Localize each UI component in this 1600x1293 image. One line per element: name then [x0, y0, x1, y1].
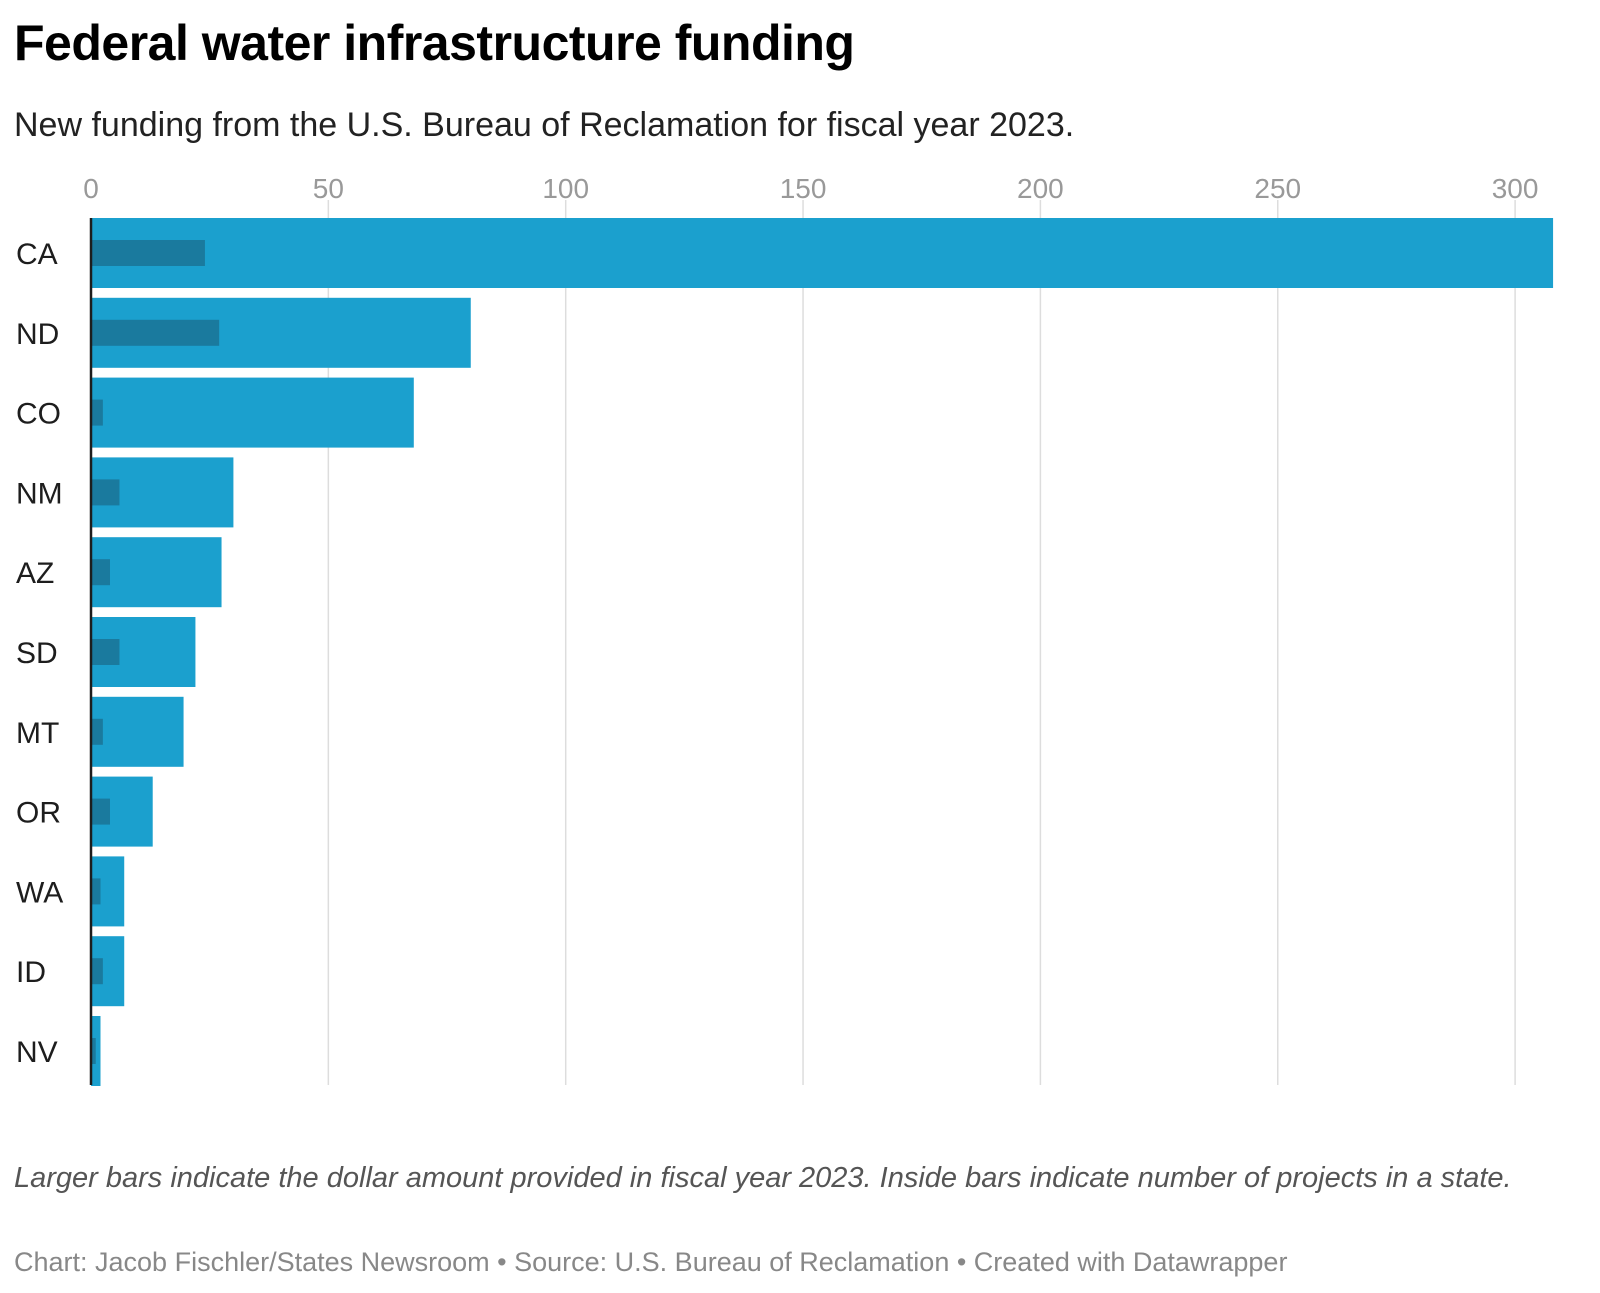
category-label: CO: [16, 398, 61, 431]
x-tick-label: 100: [542, 173, 589, 204]
bar-chart: 0 50 100 150 200 250 300 CA ND CO NM AZ SD MT OR WA ID N…: [16, 173, 1554, 1086]
projects-bar-or: [91, 798, 110, 825]
funding-bar-mt: [91, 696, 184, 767]
projects-bar-nm: [91, 479, 120, 506]
x-tick-label: 200: [1017, 173, 1064, 204]
category-label: NM: [16, 477, 63, 510]
chart-subtitle: New funding from the U.S. Bureau of Recl…: [14, 106, 1075, 144]
projects-bar-nv: [91, 1038, 96, 1064]
funding-bar-az: [91, 537, 222, 608]
category-label: CA: [16, 238, 58, 271]
category-label: AZ: [16, 557, 54, 590]
category-label: ND: [16, 318, 59, 351]
x-tick-label: 300: [1492, 173, 1539, 204]
x-tick-label: 0: [83, 173, 99, 204]
category-label: SD: [16, 637, 58, 670]
category-labels: CA ND CO NM AZ SD MT OR WA ID NV: [16, 238, 63, 1069]
projects-bar-co: [91, 399, 103, 426]
category-label: OR: [16, 797, 61, 830]
projects-bar-mt: [91, 718, 103, 745]
bars: [91, 218, 1554, 1086]
projects-bar-sd: [91, 639, 120, 665]
category-label: WA: [16, 876, 63, 909]
projects-bar-ca: [91, 240, 205, 266]
chart-notes: Larger bars indicate the dollar amount p…: [14, 1162, 1512, 1194]
x-axis-ticks: 0 50 100 150 200 250 300: [83, 173, 1538, 204]
gridlines: [327, 200, 1516, 1085]
funding-bar-ca: [91, 218, 1554, 288]
projects-bar-az: [91, 559, 110, 586]
x-tick-label: 250: [1254, 173, 1301, 204]
projects-bar-nd: [91, 319, 220, 346]
projects-bar-wa: [91, 878, 101, 905]
x-tick-label: 50: [313, 173, 344, 204]
funding-bar-co: [91, 377, 414, 448]
projects-bar-id: [91, 958, 103, 985]
x-tick-label: 150: [780, 173, 827, 204]
category-label: NV: [16, 1036, 58, 1069]
chart-title: Federal water infrastructure funding: [14, 15, 855, 71]
chart-credits: Chart: Jacob Fischler/States Newsroom • …: [14, 1247, 1288, 1277]
category-label: ID: [16, 956, 46, 989]
category-label: MT: [16, 717, 59, 750]
